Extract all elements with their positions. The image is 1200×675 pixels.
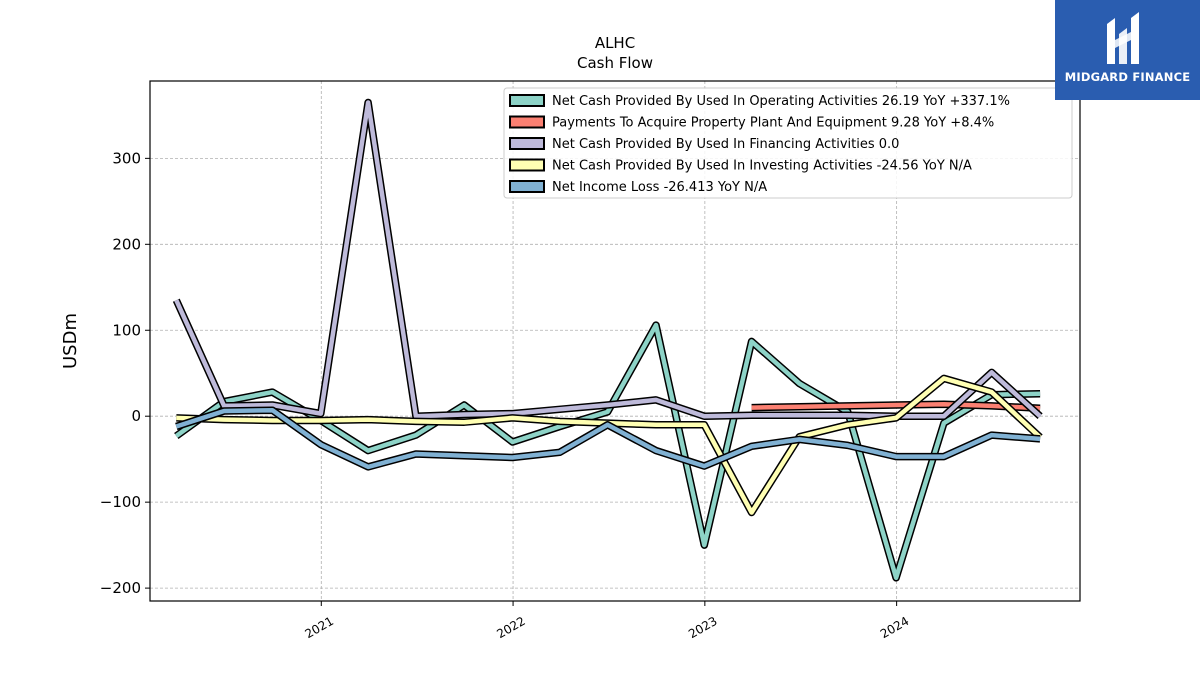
y-tick-label: 300 bbox=[112, 149, 141, 167]
x-tick-label: 2022 bbox=[494, 614, 527, 641]
y-tick-label: 200 bbox=[112, 235, 141, 253]
chart-subtitle: Cash Flow bbox=[577, 54, 653, 72]
y-tick-label: 100 bbox=[112, 321, 141, 339]
series-line bbox=[751, 401, 1041, 411]
legend-entry: Payments To Acquire Property Plant And E… bbox=[552, 116, 994, 131]
y-tick-label: −100 bbox=[100, 493, 141, 511]
legend-entry: Net Income Loss -26.413 YoY N/A bbox=[552, 180, 767, 195]
series-net-income-loss bbox=[175, 406, 1041, 471]
brand-logo: MIDGARD FINANCE bbox=[1055, 0, 1200, 100]
series-payments-to-acquire-property-plant-and-equipment bbox=[751, 400, 1041, 412]
y-axis-label: USDm bbox=[60, 313, 81, 369]
legend-box bbox=[503, 87, 1073, 199]
legend-swatch bbox=[509, 180, 545, 193]
series-line bbox=[176, 376, 1042, 515]
legend: Net Cash Provided By Used In Operating A… bbox=[503, 87, 1073, 199]
series-outline bbox=[174, 321, 1041, 582]
legend-swatch bbox=[509, 158, 545, 172]
series-outline bbox=[176, 374, 1043, 517]
series-net-cash-provided-by-used-in-operating-activities bbox=[174, 321, 1041, 582]
brand-mark-icon bbox=[1107, 12, 1139, 64]
plot-area bbox=[172, 98, 1043, 582]
series-net-cash-provided-by-used-in-investing-activities bbox=[176, 374, 1043, 517]
chart-title: ALHC bbox=[595, 34, 635, 52]
legend-entry: Net Cash Provided By Used In Investing A… bbox=[552, 159, 972, 174]
x-tick-label: 2023 bbox=[686, 614, 719, 641]
plot-frame bbox=[149, 80, 1081, 602]
legend-swatch bbox=[509, 94, 545, 107]
legend-entry: Net Cash Provided By Used In Financing A… bbox=[552, 137, 899, 152]
brand-name: MIDGARD FINANCE bbox=[1064, 70, 1191, 84]
x-tick-label: 2024 bbox=[878, 614, 911, 641]
y-tick-label: −200 bbox=[100, 579, 141, 597]
legend-swatch bbox=[509, 137, 545, 150]
y-tick-label: 0 bbox=[131, 407, 141, 425]
x-tick-label: 2021 bbox=[303, 614, 336, 641]
legend-entry: Net Cash Provided By Used In Operating A… bbox=[552, 94, 1010, 109]
legend-swatch bbox=[509, 115, 545, 129]
